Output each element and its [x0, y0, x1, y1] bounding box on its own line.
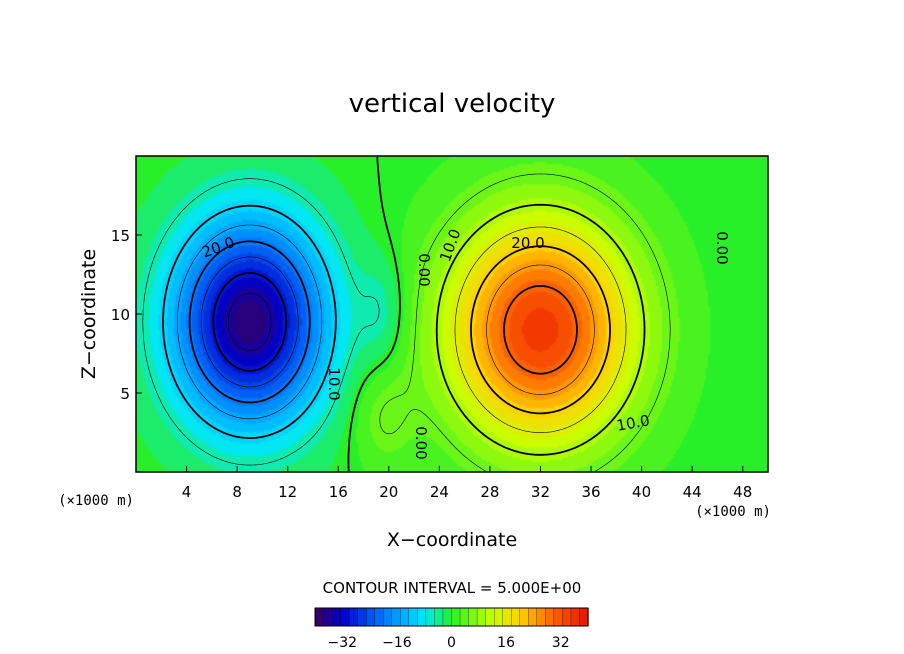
x-tick-label: 20: [379, 483, 398, 501]
colorbar-cell: [459, 607, 470, 627]
colorbar-frame: [314, 607, 589, 627]
colorbar-cell: [545, 607, 555, 627]
contour-label: 0.00: [415, 253, 433, 286]
contour-line: [435, 203, 646, 456]
colorbar-tick-label: 16: [497, 635, 515, 651]
colorbar-cell: [570, 607, 581, 627]
colorbar-cell: [348, 607, 359, 627]
colorbar-cell: [391, 607, 401, 627]
contour-lines: [142, 156, 671, 472]
contour-line: [454, 226, 627, 433]
colorbar-cell: [366, 607, 376, 627]
colorbar-cell: [511, 607, 521, 627]
x-axis-label: X−coordinate: [387, 529, 517, 551]
contour-label-group: 20.0 10.0 0.00 10.0 0.00 20.0 0.00 10.0: [200, 227, 731, 460]
colorbar-cell: [425, 607, 436, 627]
contour-line: [470, 245, 611, 415]
plot-area: [135, 155, 769, 473]
colorbar-ticks: −32 −16 0 16 32: [328, 635, 570, 651]
y-tick-label: 10: [111, 306, 130, 324]
colorbar-cell: [374, 607, 384, 627]
colorbar-cell: [485, 607, 495, 627]
colorbar-cell: [494, 607, 504, 627]
colorbar-cell: [536, 607, 546, 627]
contour-line: [347, 156, 401, 471]
x-tick-label: 24: [430, 483, 449, 501]
colorbar-cells: [314, 607, 589, 627]
contour-line: [200, 256, 299, 388]
chart-title: vertical velocity: [349, 89, 556, 119]
contour-line: [486, 264, 595, 395]
colorbar-cell: [442, 607, 453, 627]
contour-interval: CONTOUR INTERVAL = 5.000E+00: [323, 579, 582, 597]
colorbar-tick-label: −16: [382, 635, 412, 651]
contour-label: 10.0: [325, 367, 343, 400]
colorbar-tick-label: 32: [552, 635, 570, 651]
contour-line: [177, 224, 323, 420]
colorbar-cell: [314, 607, 325, 627]
contour-line: [228, 292, 272, 351]
x-tick-label: 16: [329, 483, 348, 501]
x-tick-label: 28: [480, 483, 499, 501]
x-unit-right: (×1000 m): [695, 504, 771, 520]
colorbar-cell: [323, 607, 333, 627]
contour-label: 20.0: [511, 234, 544, 252]
colorbar-cell: [400, 607, 410, 627]
colorbar-cell: [553, 607, 564, 627]
contour-label: 0.00: [713, 231, 731, 264]
y-tick-label: 5: [120, 385, 130, 403]
x-tick-label: 40: [632, 483, 651, 501]
colorbar-cell: [451, 607, 461, 627]
contour-line: [162, 204, 337, 439]
contour-line: [142, 178, 380, 466]
x-tick-label: 32: [531, 483, 550, 501]
colorbar-tick-label: 0: [447, 635, 456, 651]
x-tick-label: 48: [733, 483, 752, 501]
colorbar-cell: [340, 607, 350, 627]
contour-label: 0.00: [412, 426, 430, 459]
colorbar-cell: [502, 607, 512, 627]
colorbar-cell: [408, 607, 419, 627]
colorbar-cell: [528, 607, 538, 627]
x-tick-label: 44: [683, 483, 702, 501]
colorbar-cell: [562, 607, 572, 627]
x-tick-label: 12: [278, 483, 297, 501]
contour-label: 10.0: [615, 411, 651, 435]
x-axis-ticks: 4 8 12 16 20 24 28 32 36 40 44 48: [182, 466, 752, 501]
contour-line: [379, 173, 671, 472]
colorbar-cell: [417, 607, 427, 627]
colorbar-cell: [519, 607, 529, 627]
contour-line: [188, 240, 311, 404]
x-tick-label: 8: [232, 483, 242, 501]
colorbar-cell: [331, 607, 342, 627]
y-axis-label: Z−coordinate: [78, 249, 100, 379]
contour-line: [212, 272, 288, 372]
colorbar-tick-label: −32: [328, 635, 358, 651]
y-axis-ticks: 5 10 15: [111, 227, 142, 403]
colorbar-cell: [468, 607, 478, 627]
colorbar-cell: [434, 607, 444, 627]
colorbar-cell: [476, 607, 487, 627]
colorbar-cell: [579, 607, 589, 627]
x-tick-label: 4: [182, 483, 192, 501]
contour-line: [503, 285, 578, 375]
colorbar: −32 −16 0 16 32: [314, 607, 589, 651]
colorbar-cell: [357, 607, 367, 627]
x-unit-left: (×1000 m): [58, 493, 134, 509]
x-tick-label: 36: [581, 483, 600, 501]
colorbar-cell: [383, 607, 393, 627]
y-tick-label: 15: [111, 227, 130, 245]
